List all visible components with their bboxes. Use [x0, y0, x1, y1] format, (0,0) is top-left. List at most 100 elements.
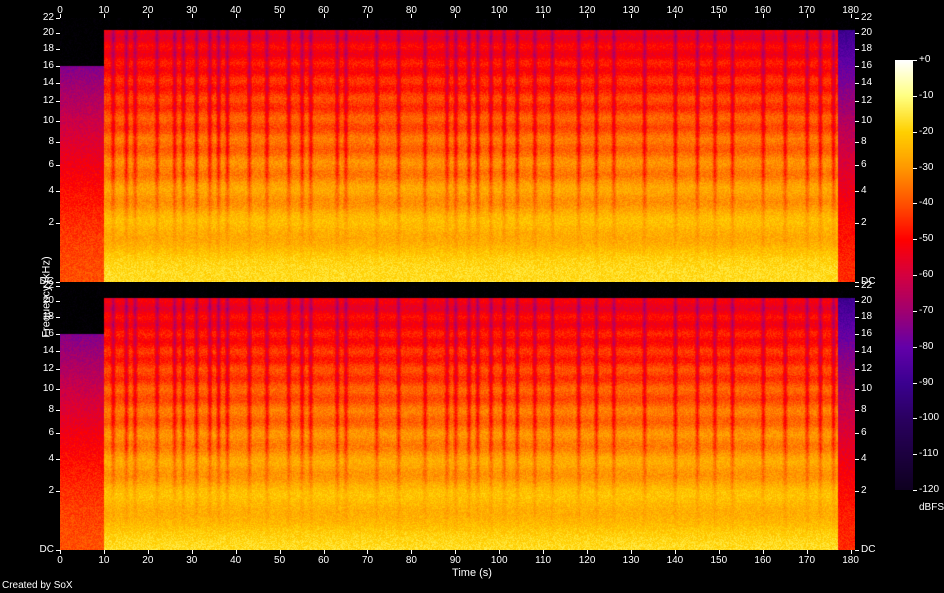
tick-mark — [913, 383, 917, 384]
tick-mark — [855, 83, 859, 84]
x-tick-top: 100 — [491, 6, 508, 16]
x-tick-top: 130 — [623, 6, 640, 16]
x-tick-bottom: 170 — [798, 556, 815, 566]
tick-mark — [913, 311, 917, 312]
y-tick-left: 22 — [43, 13, 54, 23]
tick-mark — [56, 223, 60, 224]
tick-mark — [855, 49, 859, 50]
tick-mark — [148, 550, 149, 554]
x-tick-bottom: 80 — [406, 556, 417, 566]
colorbar-tick: -10 — [919, 91, 933, 101]
y-tick-right: 10 — [861, 384, 872, 394]
tick-mark — [855, 433, 859, 434]
tick-mark — [855, 459, 859, 460]
x-tick-top: 150 — [710, 6, 727, 16]
y-tick-right: 6 — [861, 160, 867, 170]
x-tick-top: 160 — [754, 6, 771, 16]
x-tick-bottom: 0 — [57, 556, 63, 566]
y-tick-left: 8 — [48, 137, 54, 147]
y-tick-right: 4 — [861, 454, 867, 464]
tick-mark — [855, 18, 859, 19]
tick-mark — [855, 351, 859, 352]
colorbar-tick: -20 — [919, 127, 933, 137]
tick-mark — [56, 351, 60, 352]
x-tick-top: 10 — [98, 6, 109, 16]
y-tick-dc-right: DC — [861, 545, 875, 555]
colorbar-tick: -30 — [919, 163, 933, 173]
x-tick-bottom: 110 — [535, 556, 551, 566]
tick-mark — [56, 49, 60, 50]
tick-mark — [855, 33, 859, 34]
y-tick-left: 14 — [43, 78, 54, 88]
tick-mark — [192, 550, 193, 554]
tick-mark — [104, 550, 105, 554]
x-tick-top: 140 — [667, 6, 684, 16]
x-tick-bottom: 40 — [230, 556, 241, 566]
colorbar — [895, 60, 913, 490]
y-tick-left: 6 — [48, 428, 54, 438]
tick-mark — [56, 101, 60, 102]
tick-mark — [56, 550, 60, 551]
y-tick-right: 10 — [861, 116, 872, 126]
x-tick-bottom: 70 — [362, 556, 373, 566]
tick-mark — [855, 101, 859, 102]
tick-mark — [60, 550, 61, 554]
tick-mark — [56, 142, 60, 143]
y-tick-right: 16 — [861, 61, 872, 71]
colorbar-tick: -100 — [919, 413, 939, 423]
y-tick-left: 12 — [43, 96, 54, 106]
tick-mark — [324, 550, 325, 554]
tick-mark — [851, 550, 852, 554]
tick-mark — [280, 550, 281, 554]
y-tick-right: 18 — [861, 312, 872, 322]
tick-mark — [587, 550, 588, 554]
tick-mark — [236, 550, 237, 554]
colorbar-tick: -70 — [919, 306, 933, 316]
x-tick-top: 20 — [142, 6, 153, 16]
tool-credit: Created by SoX — [2, 580, 73, 591]
tick-mark — [855, 286, 859, 287]
tick-mark — [56, 301, 60, 302]
tick-mark — [56, 410, 60, 411]
y-tick-left: 18 — [43, 44, 54, 54]
y-axis-label: Frequency (kHz) — [41, 256, 53, 337]
tick-mark — [913, 454, 917, 455]
x-tick-bottom: 160 — [754, 556, 771, 566]
x-tick-top: 80 — [406, 6, 417, 16]
y-tick-right: 20 — [861, 296, 872, 306]
colorbar-tick: -50 — [919, 234, 933, 244]
tick-mark — [913, 96, 917, 97]
x-tick-bottom: 90 — [450, 556, 461, 566]
x-tick-bottom: 120 — [579, 556, 596, 566]
tick-mark — [56, 286, 60, 287]
x-tick-top: 180 — [842, 6, 859, 16]
tick-mark — [56, 389, 60, 390]
x-tick-bottom: 60 — [318, 556, 329, 566]
tick-mark — [56, 317, 60, 318]
tick-mark — [56, 282, 60, 283]
tick-mark — [855, 389, 859, 390]
colorbar-tick: -60 — [919, 270, 933, 280]
spectrogram-channel-1 — [60, 18, 855, 282]
x-axis-label: Time (s) — [452, 567, 492, 579]
y-tick-left: 6 — [48, 160, 54, 170]
tick-mark — [56, 18, 60, 19]
tick-mark — [631, 550, 632, 554]
tick-mark — [855, 165, 859, 166]
x-tick-top: 90 — [450, 6, 461, 16]
colorbar-unit-label: dBFS — [919, 502, 944, 513]
y-tick-left: 12 — [43, 364, 54, 374]
tick-mark — [855, 223, 859, 224]
tick-mark — [675, 550, 676, 554]
x-tick-bottom: 140 — [667, 556, 684, 566]
tick-mark — [499, 550, 500, 554]
colorbar-tick: +0 — [919, 55, 930, 65]
tick-mark — [855, 491, 859, 492]
tick-mark — [763, 550, 764, 554]
tick-mark — [56, 459, 60, 460]
y-tick-right: 12 — [861, 364, 872, 374]
y-tick-left: 20 — [43, 28, 54, 38]
y-tick-left: 16 — [43, 61, 54, 71]
tick-mark — [56, 334, 60, 335]
x-tick-top: 30 — [186, 6, 197, 16]
